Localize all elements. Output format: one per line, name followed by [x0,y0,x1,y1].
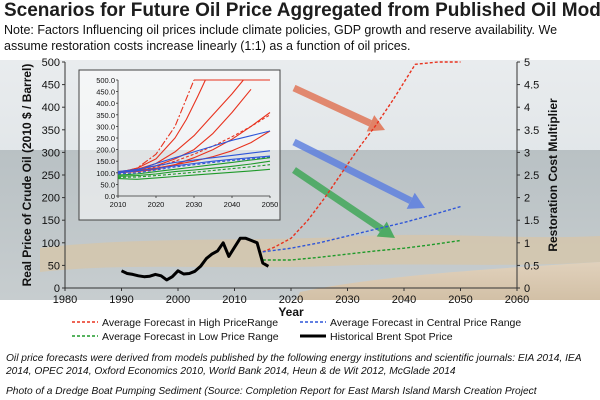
inset-y-tick-label: 400.0 [96,99,115,108]
y2-tick-label: 2.5 [524,170,539,182]
inset-y-tick-label: 450.0 [96,88,115,97]
photo-sediment-plume [40,234,600,272]
high-price-arrow-head [366,115,385,132]
series-line-central [262,205,461,253]
y2-tick-label: 1.5 [524,215,539,227]
inset-y-tick-label: 250.0 [96,134,115,143]
y-tick-label: 250 [42,170,60,182]
page-title: Scenarios for Future Oil Price Aggregate… [4,0,600,21]
legend-panel [0,300,600,352]
legend-label: Average Forecast in Low Price Range [102,331,279,343]
y2-tick-label: 4 [524,102,530,114]
inset-y-tick-label: 300.0 [96,122,115,131]
inset-series-line-low [117,160,271,177]
trend-arrows [292,84,425,238]
y-tick-label: 150 [42,215,60,227]
assumption-note: Note: Factors Influencing oil prices inc… [4,23,558,53]
inset-y-tick-label: 500.0 [96,76,115,85]
y2-tick-label: 3.5 [524,125,539,137]
inset-series-line-low [117,157,271,176]
legend-label: Historical Brent Spot Price [330,331,453,343]
series-line-historical [120,236,270,282]
y2-axis-title: Restoration Cost Multiplier [546,98,560,252]
inset-series-line-low [117,168,271,180]
inset-x-tick-label: 2020 [148,200,165,209]
inset-y-tick-label: 0.0 [105,192,115,201]
y-tick-label: 350 [42,125,60,137]
y-tick-label: 450 [42,80,60,92]
x-tick-label: 2040 [392,294,416,306]
inset-y-tick-label: 100.0 [96,169,115,178]
inset-y-tick-label: 50.0 [100,180,115,189]
y2-tick-label: 4.5 [524,80,539,92]
y-tick-label: 300 [42,147,60,159]
photo-dredge-pipe [290,262,600,312]
y2-tick-label: 1 [524,238,530,250]
source-note: Oil price forecasts were derived from mo… [6,353,582,377]
inset-y-tick-label: 200.0 [96,146,115,155]
y2-tick-label: 5 [524,57,530,69]
inset-series-line-high [117,79,195,174]
central-price-arrow-head [406,192,425,209]
x-tick-label: 2020 [279,294,303,306]
x-axis-title: Year [278,305,304,319]
inset-x-tick-label: 2030 [186,200,203,209]
y-tick-label: 200 [42,193,60,205]
inset-x-tick-label: 2050 [262,200,279,209]
series-line-high [262,61,461,253]
y2-tick-label: 0 [524,283,530,295]
inset-series-line-high [117,112,271,174]
x-tick-label: 2010 [222,294,246,306]
y-tick-label: 100 [42,238,60,250]
inset-series-line-central [117,155,271,174]
legend-label: Average Forecast in Central Price Range [330,317,521,329]
legend-label: Average Forecast in High PriceRange [102,317,278,329]
y-tick-label: 0 [54,283,60,295]
y-tick-label: 500 [42,57,60,69]
x-tick-label: 2000 [166,294,190,306]
y2-tick-label: 2 [524,193,530,205]
inset-y-tick-label: 150.0 [96,157,115,166]
y2-tick-label: 0.5 [524,260,539,272]
x-tick-label: 2050 [448,294,472,306]
inset-series-line-central [117,156,271,175]
y-axis-title: Real Price of Crude Oil (2010 $ / Barrel… [20,64,34,287]
y-tick-label: 50 [48,260,60,272]
x-tick-label: 1990 [109,294,133,306]
inset-x-tick-label: 2010 [110,200,127,209]
inset-series-line-high [117,130,271,174]
inset-series-line-low [117,164,271,178]
inset-y-tick-label: 350.0 [96,111,115,120]
x-tick-label: 2060 [505,294,529,306]
photo-credit: Photo of a Dredge Boat Pumping Sediment … [6,386,537,397]
low-price-arrow-head [376,221,395,238]
inset-series-line-central [117,150,271,173]
x-tick-label: 1980 [53,294,77,306]
inset-x-tick-label: 2040 [224,200,241,209]
central-price-arrow-shaft [292,138,413,204]
low-price-arrow-shaft [292,167,384,232]
y-tick-label: 400 [42,102,60,114]
y2-tick-label: 3 [524,147,530,159]
inset-chart: 0.0 50.0 100.0 150.0 200.0 250.0 300.0 350.0 400… [78,69,281,221]
high-price-arrow-shaft [292,84,372,127]
legend: Average Forecast in High PriceRange Avera… [72,317,521,343]
series-line-low [262,239,461,261]
x-tick-label: 2030 [335,294,359,306]
